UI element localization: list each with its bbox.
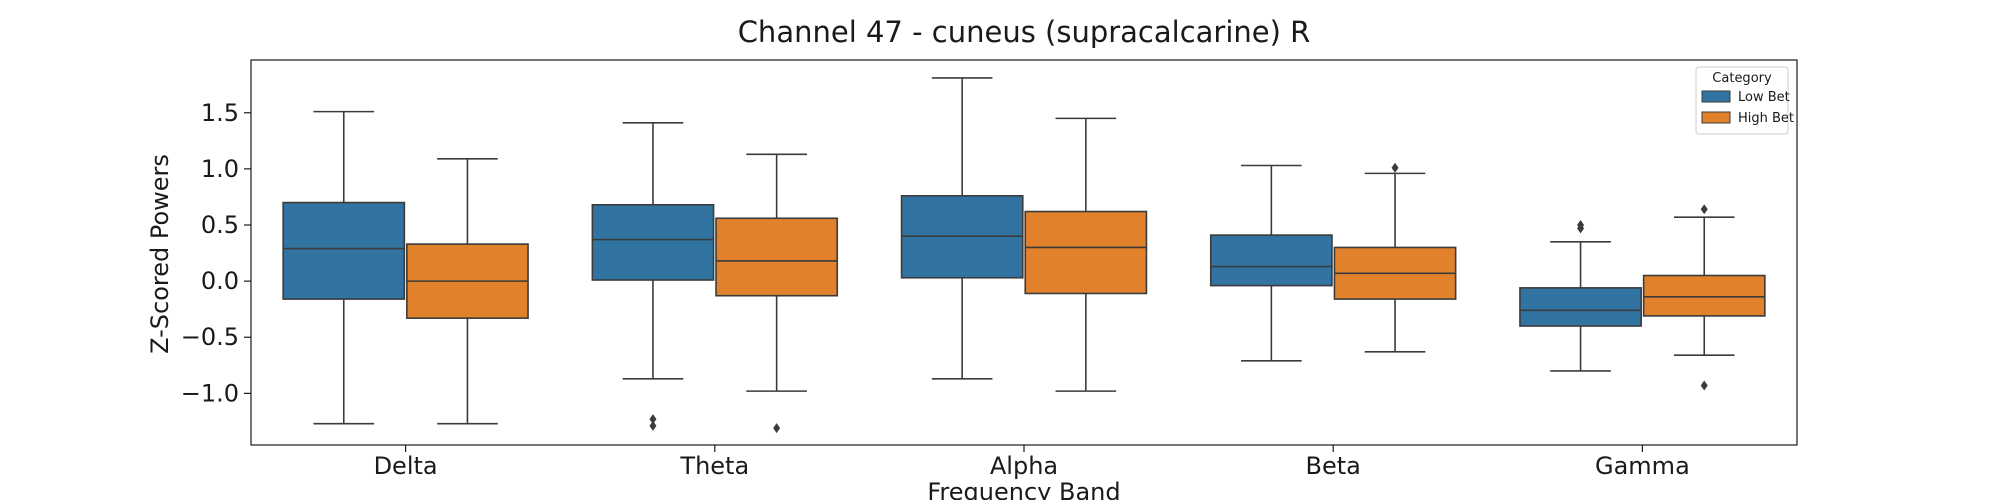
y-tick-label: −0.5 [181,323,239,351]
legend-swatch [1701,90,1731,103]
y-tick-label: 1.0 [201,155,239,183]
x-tick-label: Gamma [1595,452,1690,480]
y-tick-label: 0.0 [201,267,239,295]
box-low-bet-alpha [900,77,1024,380]
outlier-point [649,420,657,431]
outlier-point [1577,220,1585,230]
x-tick-label: Theta [679,452,749,480]
outlier-point [649,414,657,425]
x-tick-label: Delta [374,452,438,480]
outlier-point [1700,380,1708,391]
legend-swatch [1701,111,1731,124]
legend-label: Low Bet [1738,90,1790,105]
x-axis-label: Frequency Band [927,478,1120,500]
box-low-bet-beta [1209,164,1333,362]
box-high-bet-theta [715,153,839,434]
box-low-bet-theta [591,122,715,431]
box-iqr [1642,274,1766,317]
box-iqr [715,217,839,297]
box-high-bet-gamma [1642,204,1766,391]
outlier-point [1700,204,1708,215]
y-tick-label: 0.5 [201,211,239,239]
x-tick-label: Beta [1306,452,1361,480]
y-axis-label: Z-Scored Powers [146,154,174,354]
box-high-bet-delta [406,157,529,425]
boxes-layer [282,77,1766,434]
box-high-bet-alpha [1024,117,1148,392]
box-high-bet-beta [1333,162,1457,353]
box-iqr [282,201,406,300]
box-iqr [591,203,715,281]
y-tick-label: 1.5 [201,99,239,127]
box-iqr [1519,287,1642,327]
legend-label: High Bet [1738,111,1794,126]
outlier-point [773,423,781,434]
box-low-bet-delta [282,110,406,425]
legend-title: Category [1712,71,1772,86]
box-iqr [1209,234,1333,287]
legend: Category Low Bet High Bet [1695,66,1794,135]
tick-layer: 1.5 1.0 0.5 0.0 −0.5 −1.0 Delta Theta Alpha Beta G… [181,99,1690,480]
y-tick-label: −1.0 [181,379,239,407]
outlier-point [1391,162,1399,173]
chart-title: Channel 47 - cuneus (supracalcarine) R [738,15,1311,49]
x-tick-label: Alpha [990,452,1058,480]
box-low-bet-gamma [1519,220,1642,372]
plot-frame [250,59,1798,446]
box-iqr [1024,210,1148,295]
